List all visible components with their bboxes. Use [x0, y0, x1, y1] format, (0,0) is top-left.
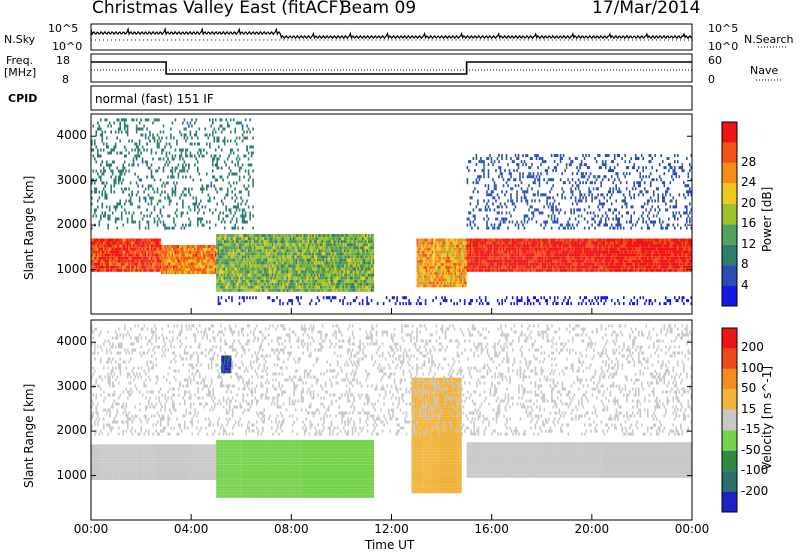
- power-colorbar-tick-1: 8: [741, 257, 749, 272]
- velocity-colorbar-tick-3: -15: [741, 422, 761, 437]
- freq-label-line2: [MHz]: [4, 66, 37, 79]
- cpid-value: normal (fast) 151 IF: [95, 92, 214, 106]
- freq-label-line1: Freq.: [6, 54, 34, 67]
- power-colorbar-segment-5: [722, 183, 737, 204]
- power-colorbar-tick-4: 20: [741, 195, 757, 210]
- x-tick-label-6: 00:00: [674, 522, 710, 536]
- power-band-ionospheric-mid: [91, 238, 162, 272]
- power-band-broad-slope: [216, 234, 375, 292]
- velocity-colorbar-segment-1: [722, 471, 737, 492]
- x-tick-label-4: 16:00: [474, 522, 509, 536]
- nave-label: Nave: [750, 64, 779, 77]
- power-colorbar-tick-0: 4: [741, 277, 749, 292]
- nave-tick-bottom: 0: [708, 73, 715, 86]
- velocity-colorbar-tick-6: 100: [741, 360, 764, 375]
- freq-trace: [91, 61, 692, 75]
- power-ytick-label-1: 2000: [56, 217, 87, 232]
- velocity-ylabel: Slant Range [km]: [22, 383, 36, 488]
- velocity-ytick-label-0: 1000: [56, 467, 87, 482]
- velocity-colorbar-tick-5: 50: [741, 381, 757, 396]
- power-colorbar-label: Power [dB]: [760, 186, 774, 252]
- freq-tick-bottom: 8: [62, 73, 69, 86]
- power-ytick-label-3: 4000: [56, 128, 87, 143]
- power-colorbar-segment-3: [722, 224, 737, 245]
- station-title: Christmas Valley East (fitACF): [92, 0, 345, 18]
- power-colorbar-segment-0: [722, 285, 737, 306]
- power-colorbar-segment-6: [722, 162, 737, 184]
- power-ytick-label-0: 1000: [56, 261, 87, 276]
- velocity-band-low-velocity-late: [466, 442, 693, 478]
- freq-frame: [90, 53, 693, 83]
- date-label: 17/Mar/2014: [592, 0, 701, 18]
- power-colorbar-tick-6: 28: [741, 154, 757, 169]
- velocity-ytick-label-3: 4000: [56, 334, 87, 349]
- velocity-band-low-velocity-early: [91, 444, 217, 480]
- velocity-colorbar-segment-2: [722, 450, 737, 472]
- power-band-upper-echoes-early: [91, 118, 254, 230]
- power-band-ground-near: [217, 296, 693, 306]
- power-colorbar-tick-3: 16: [741, 216, 757, 231]
- velocity-colorbar-segment-8: [722, 328, 737, 349]
- cpid-label: CPID: [8, 92, 38, 105]
- nsearch-tick-bottom: 10^0: [708, 40, 739, 53]
- power-ytick-label-2: 3000: [56, 172, 87, 187]
- nsky-label: N.Sky: [4, 33, 36, 46]
- velocity-band-slope-orange: [216, 440, 375, 498]
- beam-label: Beam 09: [340, 0, 417, 18]
- velocity-colorbar-segment-3: [722, 430, 737, 451]
- velocity-band-red-spot: [221, 355, 232, 374]
- power-band-strong-band: [466, 238, 693, 272]
- power-colorbar-segment-8: [722, 122, 737, 143]
- nsearch-label: N.Search: [744, 33, 794, 46]
- power-band-descending-trail: [416, 238, 467, 288]
- power-band-upper-echoes-late: [466, 154, 693, 230]
- velocity-colorbar-segment-0: [722, 491, 737, 512]
- x-tick-label-5: 20:00: [574, 522, 610, 536]
- velocity-colorbar-frame: [721, 327, 738, 513]
- velocity-colorbar-tick-0: -200: [741, 483, 769, 498]
- power-band-ionospheric-mid: [161, 245, 217, 274]
- velocity-colorbar-label: Velocity [m s^-1]: [760, 365, 774, 470]
- velocity-ytick-label-1: 2000: [56, 423, 87, 438]
- power-colorbar-segment-4: [722, 203, 737, 225]
- nsky-trace: [90, 26, 693, 40]
- x-tick-label-2: 08:00: [274, 522, 309, 536]
- velocity-colorbar-segment-4: [722, 409, 737, 431]
- power-colorbar-tick-2: 12: [741, 236, 757, 251]
- x-tick-label-1: 04:00: [173, 522, 209, 536]
- power-colorbar-segment-1: [722, 265, 737, 286]
- velocity-ytick-label-2: 3000: [56, 378, 87, 393]
- cpid-frame: [90, 85, 693, 111]
- x-axis-label: Time UT: [365, 538, 415, 552]
- nsky-tick-bottom: 10^0: [52, 40, 83, 53]
- velocity-colorbar-tick-4: 15: [741, 401, 757, 416]
- velocity-colorbar-tick-2: -50: [741, 442, 761, 457]
- velocity-colorbar-tick-7: 200: [741, 340, 764, 355]
- velocity-band-upper-scatter: [91, 324, 693, 436]
- x-tick-label-3: 12:00: [374, 522, 409, 536]
- nsky-frame: [90, 23, 693, 51]
- velocity-colorbar-segment-5: [722, 389, 737, 410]
- velocity-colorbar-segment-6: [722, 368, 737, 390]
- velocity-band-green-trail: [411, 377, 462, 494]
- power-colorbar-segment-7: [722, 142, 737, 163]
- power-colorbar-frame: [721, 121, 738, 307]
- nsearch-tick-top: 10^5: [708, 22, 739, 35]
- velocity-colorbar-tick-1: -100: [741, 463, 769, 478]
- nsky-tick-top: 10^5: [48, 22, 79, 35]
- power-colorbar-segment-2: [722, 244, 737, 266]
- x-tick-label-0: 00:00: [73, 522, 109, 536]
- velocity-colorbar-segment-7: [722, 348, 737, 369]
- freq-tick-top: 18: [56, 54, 70, 67]
- power-colorbar-tick-5: 24: [741, 175, 757, 190]
- nave-tick-top: 60: [708, 54, 722, 67]
- power-ylabel: Slant Range [km]: [22, 175, 36, 280]
